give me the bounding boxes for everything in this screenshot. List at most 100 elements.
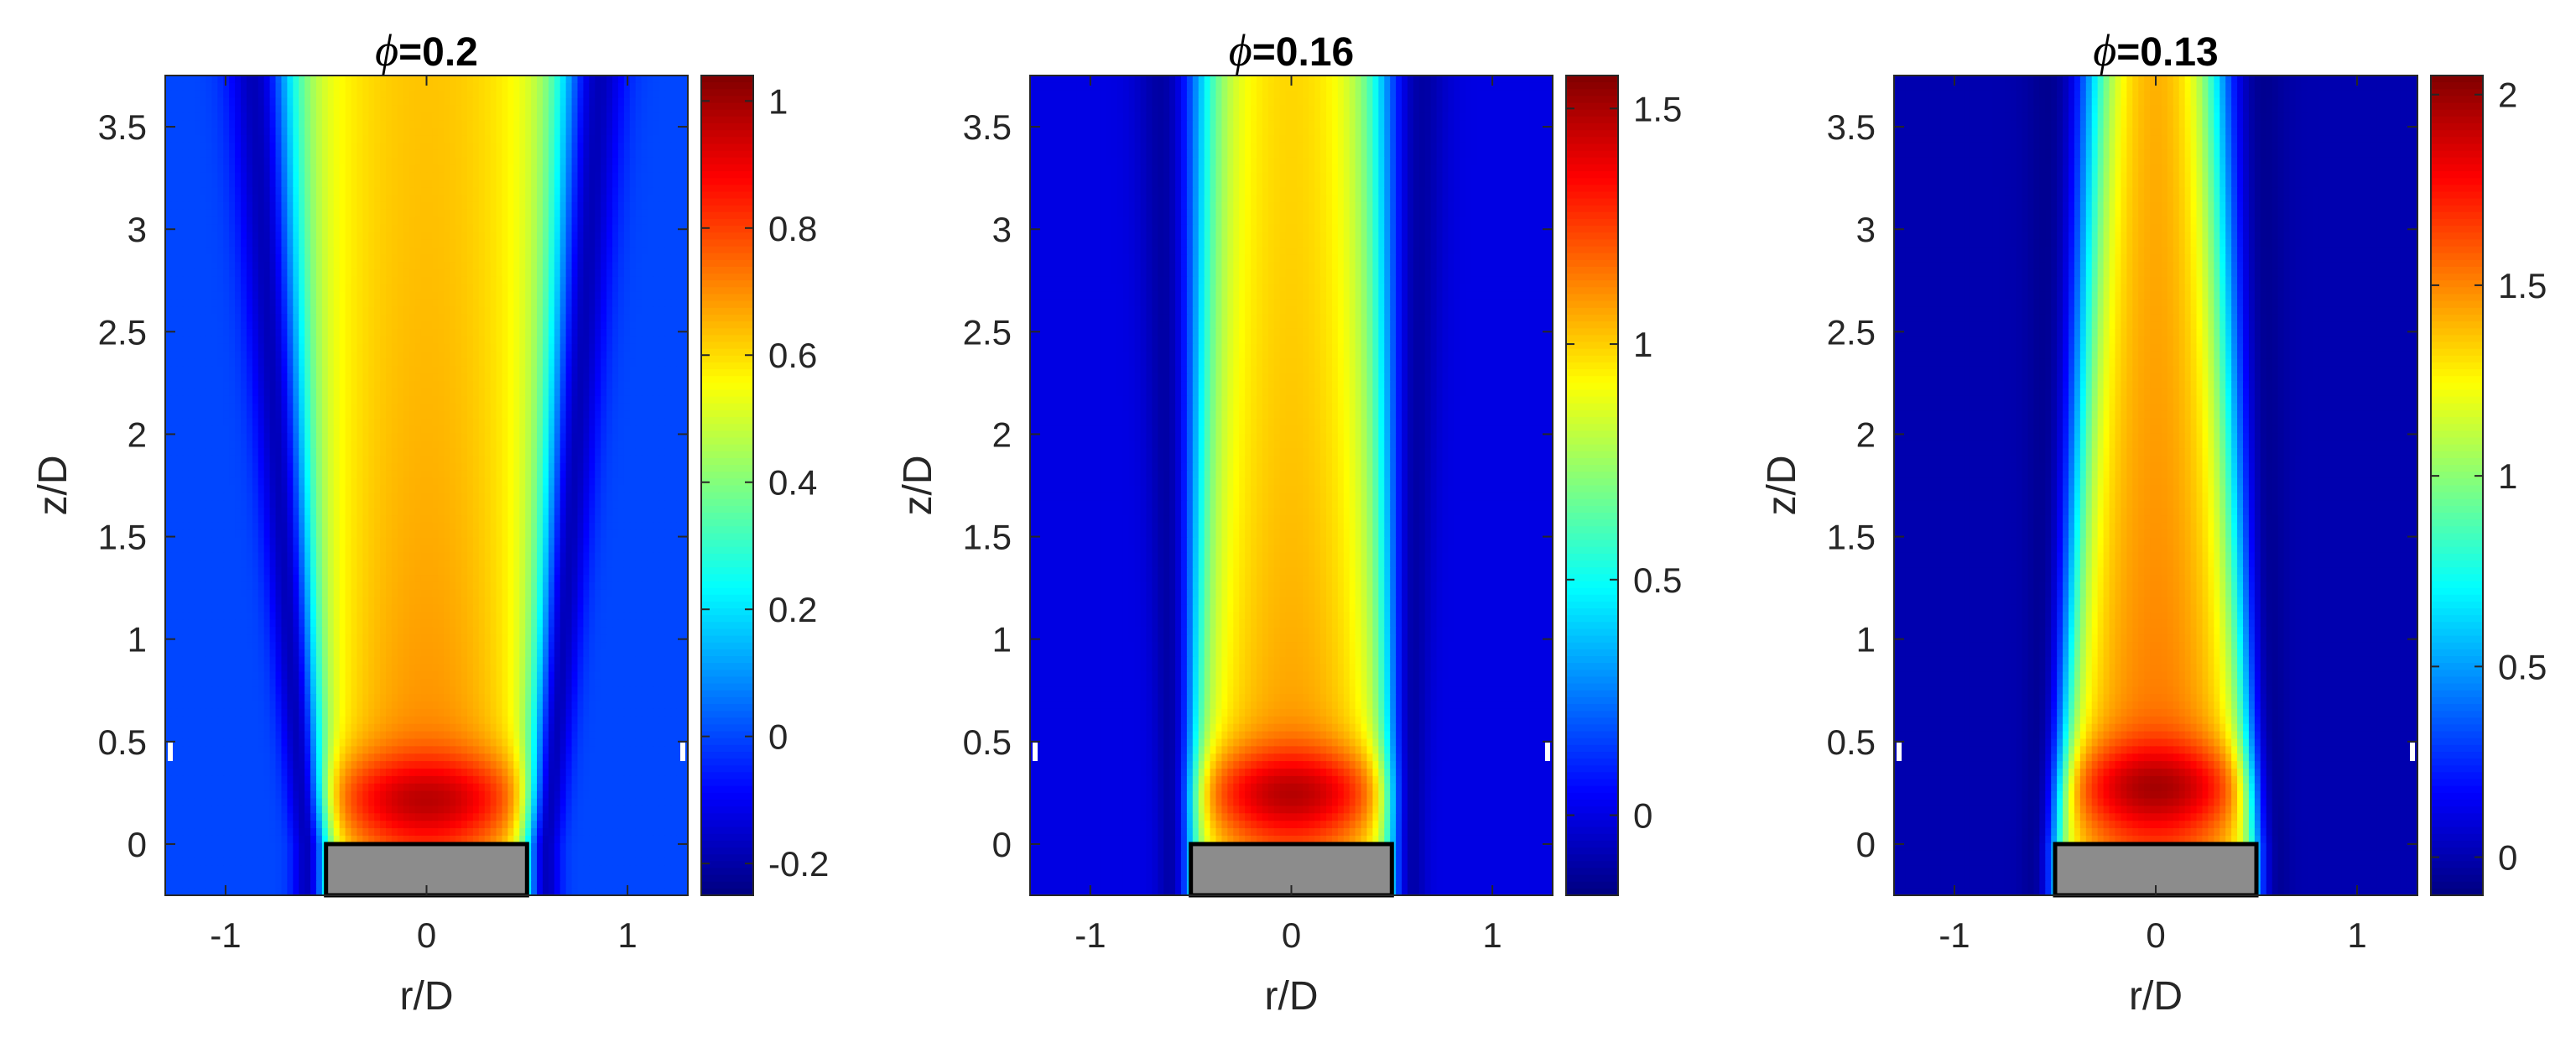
heatmap-cell	[415, 128, 422, 136]
heatmap-cell	[340, 292, 346, 300]
heatmap-cell	[299, 344, 305, 352]
heatmap-cell	[502, 120, 508, 128]
heatmap-cell	[543, 247, 549, 255]
heatmap-cell	[322, 433, 329, 441]
heatmap-cell	[380, 180, 387, 188]
heatmap-cell	[351, 202, 358, 211]
heatmap-cell	[485, 76, 492, 84]
heatmap-cell	[479, 195, 486, 203]
heatmap-cell	[183, 433, 190, 441]
heatmap-cell	[304, 456, 311, 464]
heatmap-cell	[195, 329, 201, 337]
heatmap-cell	[618, 292, 625, 300]
heatmap-cell	[595, 254, 601, 263]
heatmap-cell	[664, 352, 671, 360]
heatmap-cell	[217, 478, 224, 487]
heatmap-cell	[304, 232, 311, 241]
heatmap-cell	[392, 120, 398, 128]
heatmap-cell	[601, 299, 607, 307]
heatmap-cell	[171, 158, 178, 166]
heatmap-cell	[658, 463, 665, 472]
heatmap-cell	[531, 269, 538, 278]
heatmap-cell	[450, 195, 456, 203]
heatmap-cell	[293, 83, 299, 91]
heatmap-cell	[392, 232, 398, 241]
heatmap-cell	[310, 210, 317, 218]
heatmap-cell	[386, 143, 393, 151]
heatmap-cell	[346, 135, 352, 143]
heatmap-cell	[612, 143, 619, 151]
heatmap-cell	[165, 158, 172, 166]
heatmap-cell	[380, 76, 387, 84]
heatmap-cell	[537, 83, 544, 91]
heatmap-cell	[467, 135, 474, 143]
heatmap-cell	[328, 135, 335, 143]
heatmap-cell	[432, 396, 439, 404]
heatmap-cell	[299, 425, 305, 434]
heatmap-cell	[334, 366, 341, 374]
heatmap-cell	[299, 247, 305, 255]
heatmap-cell	[177, 359, 184, 368]
heatmap-cell	[519, 381, 526, 389]
heatmap-cell	[380, 404, 387, 412]
heatmap-cell	[356, 217, 363, 226]
heatmap-cell	[415, 299, 422, 307]
heatmap-cell	[223, 106, 230, 114]
heatmap-cell	[543, 239, 549, 248]
heatmap-cell	[664, 336, 671, 345]
heatmap-cell	[461, 143, 468, 151]
heatmap-cell	[537, 180, 544, 188]
heatmap-cell	[241, 463, 247, 472]
heatmap-cell	[235, 314, 242, 322]
heatmap-cell	[513, 106, 520, 114]
heatmap-cell	[264, 373, 271, 382]
heatmap-cell	[340, 336, 346, 345]
heatmap-cell	[206, 91, 212, 99]
heatmap-cell	[334, 329, 341, 337]
heatmap-cell	[554, 448, 561, 456]
heatmap-cell	[519, 366, 526, 374]
heatmap-cell	[310, 306, 317, 315]
heatmap-cell	[177, 76, 184, 84]
heatmap-cell	[485, 112, 492, 121]
heatmap-cell	[473, 195, 480, 203]
heatmap-cell	[200, 404, 207, 412]
heatmap-cell	[543, 284, 549, 293]
heatmap-cell	[276, 232, 283, 241]
heatmap-cell	[653, 91, 659, 99]
heatmap-cell	[427, 381, 434, 389]
heatmap-cell	[577, 202, 584, 211]
heatmap-cell	[316, 128, 323, 136]
heatmap-cell	[293, 425, 299, 434]
heatmap-cell	[374, 210, 381, 218]
heatmap-cell	[630, 247, 637, 255]
heatmap-cell	[165, 83, 172, 91]
heatmap-cell	[247, 195, 253, 203]
heatmap-cell	[415, 359, 422, 368]
heatmap-cell	[427, 306, 434, 315]
heatmap-cell	[409, 150, 416, 159]
heatmap-cell	[572, 463, 579, 472]
heatmap-cell	[566, 128, 573, 136]
heatmap-cell	[217, 202, 224, 211]
heatmap-cell	[497, 352, 503, 360]
heatmap-cell	[438, 314, 445, 322]
heatmap-cell	[549, 373, 555, 382]
heatmap-cell	[455, 411, 462, 420]
heatmap-cell	[392, 352, 398, 360]
heatmap-cell	[583, 456, 590, 464]
heatmap-cell	[537, 128, 544, 136]
heatmap-cell	[276, 404, 283, 412]
heatmap-cell	[577, 277, 584, 285]
heatmap-cell	[409, 292, 416, 300]
heatmap-cell	[362, 91, 369, 99]
heatmap-cell	[229, 299, 236, 307]
heatmap-cell	[270, 128, 277, 136]
heatmap-cell	[223, 344, 230, 352]
heatmap-cell	[525, 106, 532, 114]
heatmap-cell	[450, 225, 456, 233]
heatmap-cell	[235, 143, 242, 151]
heatmap-cell	[241, 143, 247, 151]
heatmap-cell	[171, 292, 178, 300]
heatmap-cell	[183, 463, 190, 472]
